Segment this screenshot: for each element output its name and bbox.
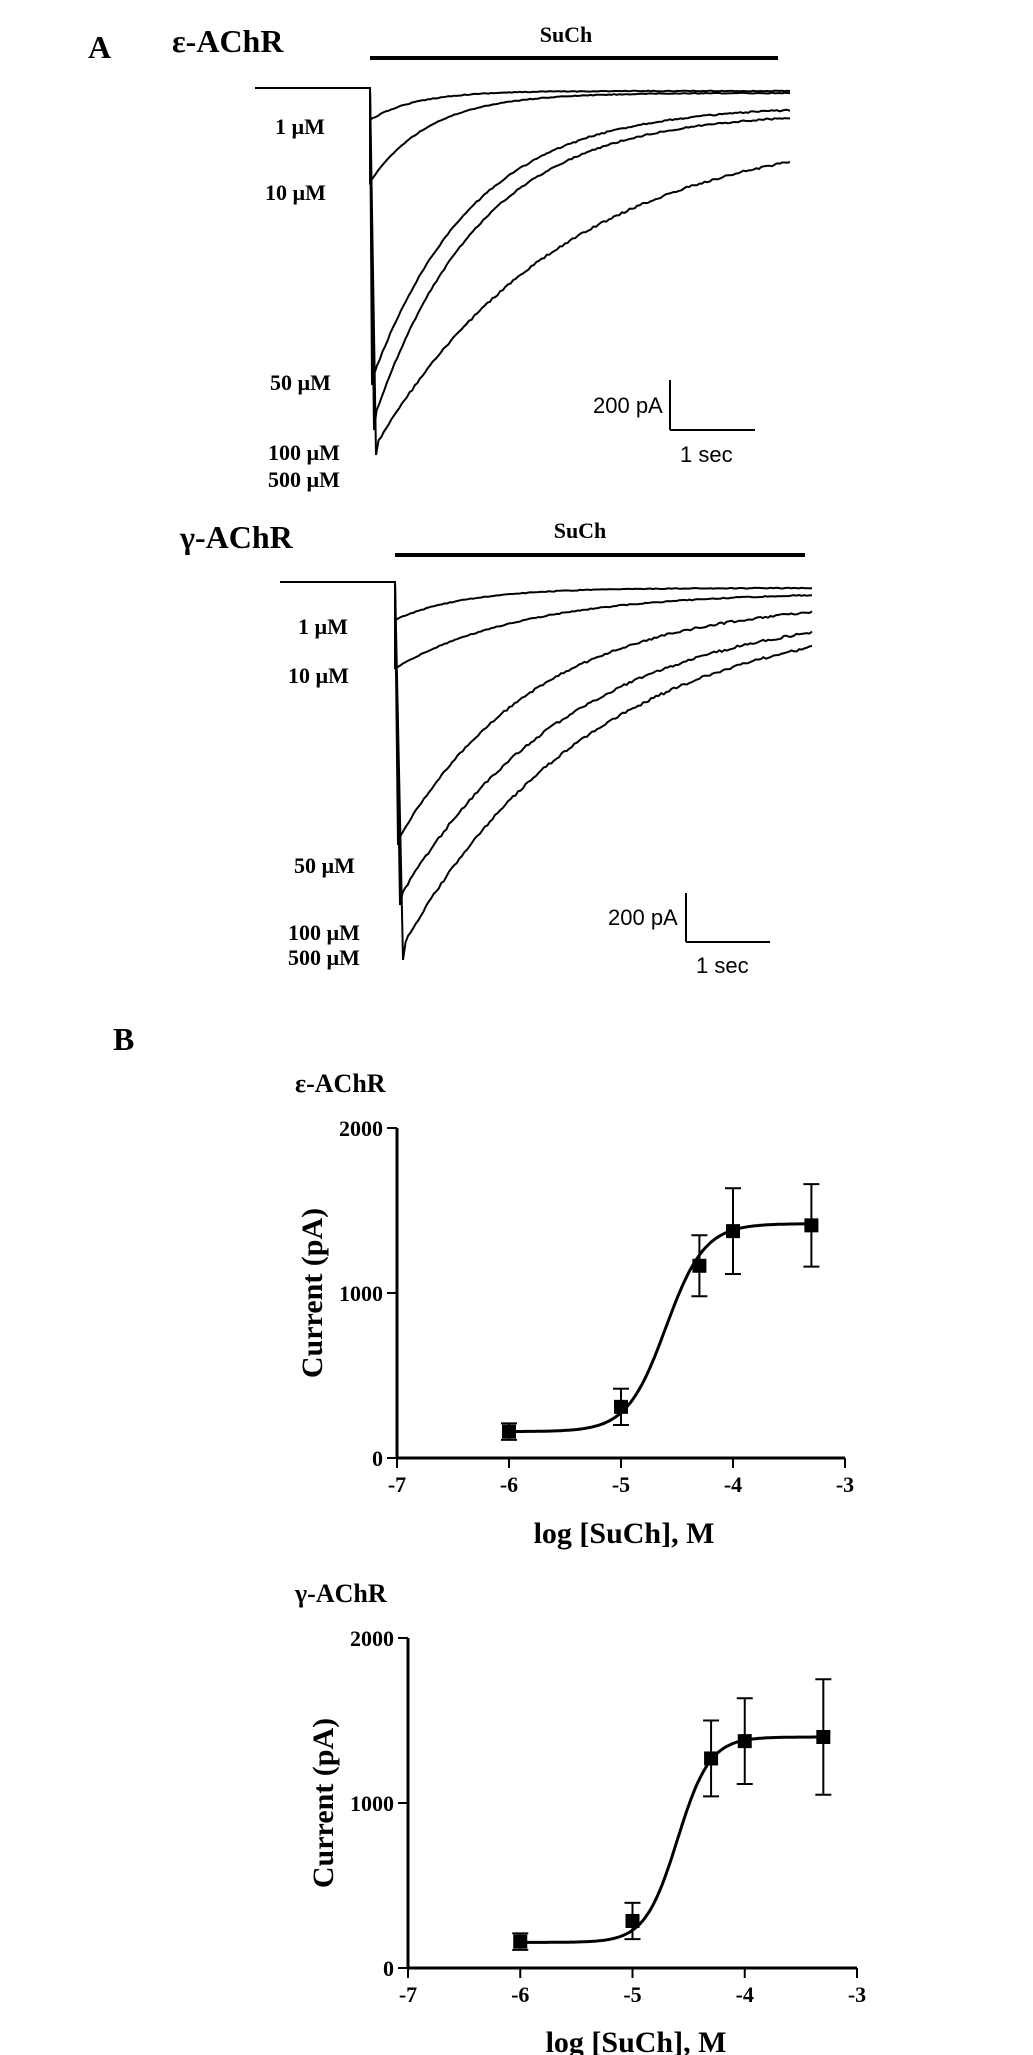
data-point [513,1934,528,1949]
gamma-traces-panel: γ-AChR SuCh 1 µM 10 µM 50 µM 100 µM 500 … [179,518,813,978]
data-point [614,1399,628,1414]
y-tick-label: 2000 [339,1116,383,1141]
current-trace [280,581,813,906]
chart-title: ε-AChR [295,1069,386,1098]
gamma-conc-label-500: 500 µM [288,945,360,970]
epsilon-conc-label-50: 50 µM [270,370,331,395]
y-tick-label: 0 [372,1446,383,1471]
y-axis-label: Current (pA) [296,1208,329,1378]
data-point [726,1224,740,1239]
current-trace [255,87,790,431]
gamma-scale-bar [685,893,770,943]
y-axis-label: Current (pA) [307,1718,340,1888]
gamma-conc-label-1: 1 µM [298,614,348,639]
epsilon-current-traces [255,87,791,456]
current-trace [255,87,791,456]
epsilon-scale-bar [669,380,755,431]
y-tick-label: 2000 [350,1626,394,1651]
x-tick-label: -3 [836,1472,854,1497]
x-tick-label: -4 [724,1472,742,1497]
gamma-scale-current-label: 200 pA [608,905,678,930]
epsilon-scale-current-label: 200 pA [593,393,663,418]
x-tick-label: -7 [399,1982,417,2007]
x-tick-label: -5 [612,1472,630,1497]
fit-curve [520,1735,824,1944]
current-trace [255,87,791,386]
y-tick-label: 1000 [350,1791,394,1816]
current-trace [255,87,791,122]
current-trace [280,581,813,961]
y-tick-label: 0 [383,1956,394,1981]
epsilon-conc-label-500: 500 µM [268,467,340,492]
epsilon-such-label: SuCh [540,22,593,47]
current-trace [280,581,813,622]
data-point [625,1913,640,1928]
panel-a-label: A [88,29,111,65]
data-point [692,1258,707,1273]
x-tick-label: -4 [736,1982,754,2007]
panel-b-label: B [113,1021,134,1057]
gamma-conc-label-10: 10 µM [288,663,349,688]
epsilon-traces-panel: ε-AChR SuCh 1 µM 10 µM 50 µM 100 µM 500 … [172,22,791,492]
current-trace [280,581,813,670]
data-point [737,1734,752,1749]
epsilon-conc-label-10: 10 µM [265,180,326,205]
x-tick-label: -5 [623,1982,641,2007]
gamma-such-label: SuCh [554,518,607,543]
gamma-conc-label-100: 100 µM [288,920,360,945]
chart-title: γ-AChR [294,1579,387,1608]
fit-curve [509,1222,812,1433]
current-trace [280,581,813,846]
data-point [502,1424,516,1439]
current-trace [255,87,791,186]
epsilon-conc-label-100: 100 µM [268,440,340,465]
gamma-receptor-title: γ-AChR [179,519,294,555]
data-point [704,1751,719,1766]
x-tick-label: -6 [500,1472,518,1497]
epsilon-scale-time-label: 1 sec [680,442,733,467]
epsilon-receptor-title: ε-AChR [172,23,284,59]
x-tick-label: -7 [388,1472,406,1497]
x-tick-label: -3 [848,1982,866,2007]
gamma-current-traces [280,581,813,961]
gamma-conc-label-50: 50 µM [294,853,355,878]
data-point [804,1218,819,1233]
x-axis-label: log [SuCh], M [546,2026,727,2055]
y-tick-label: 1000 [339,1281,383,1306]
epsilon-conc-label-1: 1 µM [275,114,325,139]
gamma-scale-time-label: 1 sec [696,953,749,978]
x-tick-label: -6 [511,1982,529,2007]
data-point [816,1730,831,1744]
x-axis-label: log [SuCh], M [534,1517,715,1550]
